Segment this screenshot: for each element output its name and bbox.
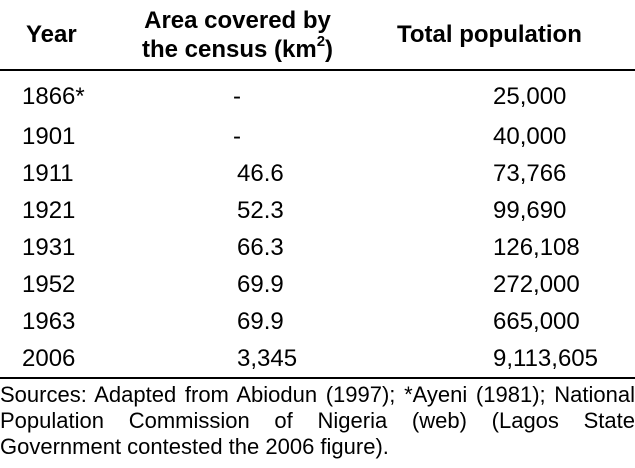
cell-population: 73,766 [493, 159, 567, 187]
header-year: Year [0, 0, 110, 71]
cell-population: 126,108 [493, 233, 580, 261]
table-row: 1911 46.6 73,766 [0, 155, 635, 192]
cell-area: 69.9 [237, 307, 284, 335]
cell-year: 1901 [22, 122, 76, 150]
header-area-line2: the census (km [141, 35, 317, 63]
table-row: 1952 69.9 272,000 [0, 266, 635, 303]
cell-year: 2006 [0, 340, 110, 379]
cell-population: 665,000 [493, 307, 580, 335]
cell-population: 99,690 [493, 196, 567, 224]
table-body: 1866* - 25,000 1901 - 40,000 1911 46.6 7… [0, 70, 635, 379]
table-header: Year Area covered by the census (km2) To… [0, 0, 635, 71]
header-population: Total population [365, 0, 635, 71]
cell-area: 69.9 [237, 270, 284, 298]
cell-population: 25,000 [493, 82, 567, 110]
header-area: Area covered by the census (km2) [110, 0, 365, 71]
cell-population: 272,000 [493, 270, 580, 298]
table-row: 1866* - 25,000 [0, 70, 635, 118]
census-table-container: Year Area covered by the census (km2) To… [0, 0, 635, 379]
table-row: 2006 3,345 9,113,605 [0, 340, 635, 379]
table-row: 1931 66.3 126,108 [0, 229, 635, 266]
cell-year: 1911 [22, 159, 74, 187]
census-table: Year Area covered by the census (km2) To… [0, 0, 635, 379]
cell-year: 1952 [22, 270, 76, 298]
table-row: 1921 52.3 99,690 [0, 192, 635, 229]
cell-area: 52.3 [237, 196, 284, 224]
cell-population: 40,000 [493, 122, 567, 150]
sources-note: Sources: Adapted from Abiodun (1997); *A… [0, 382, 635, 459]
cell-population: 9,113,605 [365, 340, 635, 379]
cell-area: 66.3 [237, 233, 284, 261]
cell-area: 46.6 [237, 159, 284, 187]
cell-year: 1963 [22, 307, 76, 335]
header-row: Year Area covered by the census (km2) To… [0, 0, 635, 71]
header-area-line1: Area covered by [144, 6, 331, 34]
cell-year: 1866* [22, 82, 85, 110]
cell-year: 1931 [22, 233, 76, 261]
header-area-close: ) [325, 35, 334, 63]
table-row: 1963 69.9 665,000 [0, 303, 635, 340]
header-area-superscript: 2 [316, 32, 326, 50]
table-row: 1901 - 40,000 [0, 118, 635, 155]
cell-area: 3,345 [110, 340, 365, 379]
cell-area: - [233, 122, 241, 150]
cell-year: 1921 [22, 196, 76, 224]
cell-area: - [233, 82, 241, 110]
